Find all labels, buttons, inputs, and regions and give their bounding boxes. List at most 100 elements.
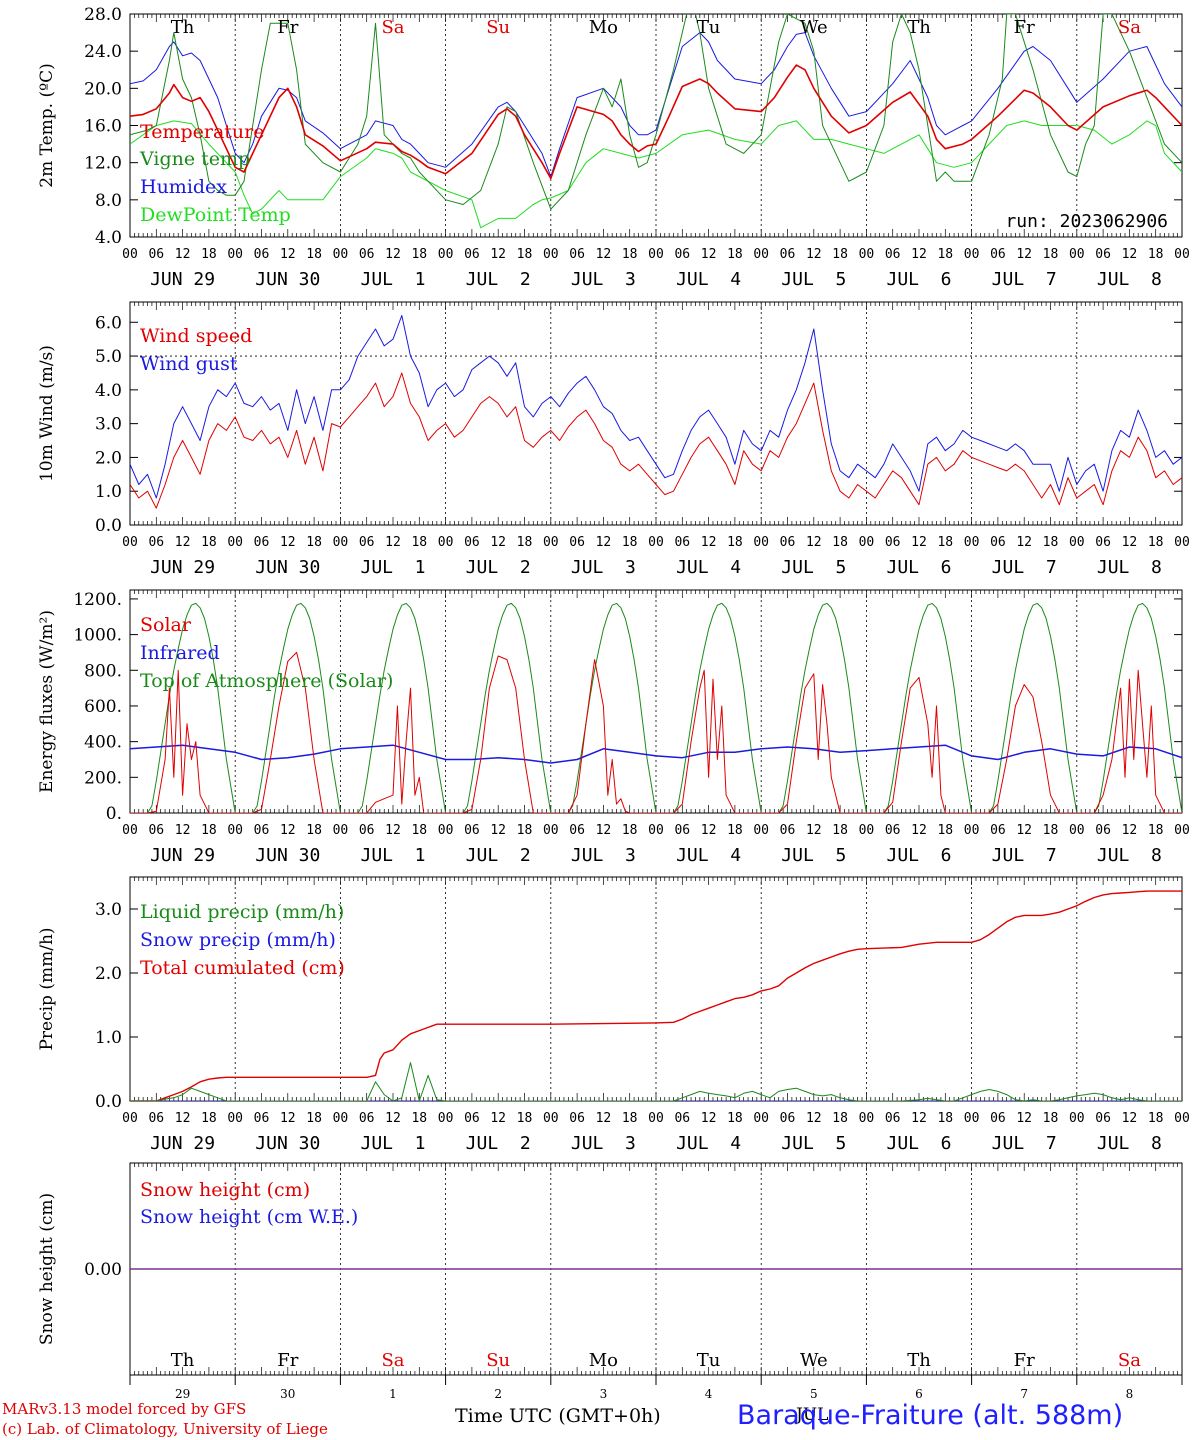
x-hour-label: 06 xyxy=(780,247,796,262)
x-hour-label: 12 xyxy=(1016,823,1032,838)
weekday-label: We xyxy=(800,1350,828,1371)
x-hour-label: 12 xyxy=(280,1111,296,1126)
series-group xyxy=(130,890,1182,1101)
y-tick-label: 24.0 xyxy=(84,42,122,62)
x-hour-label: 18 xyxy=(201,1111,217,1126)
x-hour-label: 18 xyxy=(517,1111,533,1126)
legend-entry: Snow precip (mm/h) xyxy=(140,929,336,951)
panel-snow: 0.00 Snow height (cm) Snow height (cm) Snow… xyxy=(37,1162,1183,1401)
x-hour-label: 12 xyxy=(175,535,191,550)
x-hour-label: 18 xyxy=(727,247,743,262)
y-axis-label: Precip (mm/h) xyxy=(37,927,57,1050)
x-hour-label: 00 xyxy=(1174,247,1190,262)
y-tick-label: 28.0 xyxy=(84,5,122,25)
x-hour-label: 06 xyxy=(148,1111,164,1126)
y-axis-label: 10m Wind (m/s) xyxy=(37,345,57,482)
x-hour-label: 12 xyxy=(911,247,927,262)
x-hour-label: 06 xyxy=(569,823,585,838)
weekday-label: Th xyxy=(907,1350,931,1371)
x-hour-label: 00 xyxy=(753,535,769,550)
weekday-label: Sa xyxy=(381,1350,404,1371)
x-hour-label: 00 xyxy=(333,823,349,838)
x-hour-label: 00 xyxy=(753,823,769,838)
x-hour-label: 06 xyxy=(359,247,375,262)
x-hour-label: 06 xyxy=(885,1111,901,1126)
x-hour-label: 06 xyxy=(1095,823,1111,838)
x-hour-label: 00 xyxy=(648,823,664,838)
weekday-label: Tu xyxy=(697,1350,721,1371)
x-hour-label: 18 xyxy=(517,247,533,262)
x-hour-label: 00 xyxy=(122,535,138,550)
x-hour-label: 12 xyxy=(596,247,612,262)
day-number-label: 7 xyxy=(1020,1387,1028,1401)
legend-entry: Top of Atmosphere (Solar) xyxy=(140,670,393,692)
x-date-label: JUL 7 xyxy=(992,845,1057,866)
x-hour-label: 12 xyxy=(911,1111,927,1126)
series-line xyxy=(130,602,1182,813)
x-hour-label: 06 xyxy=(1095,247,1111,262)
weekday-label: Th xyxy=(171,1350,195,1371)
x-date-label: JUL 5 xyxy=(781,557,846,578)
x-hour-label: 00 xyxy=(1174,535,1190,550)
y-tick-label: 12.0 xyxy=(84,154,122,174)
x-hour-label: 00 xyxy=(543,823,559,838)
x-date-label: JUL 4 xyxy=(676,557,741,578)
x-hour-label: 12 xyxy=(596,823,612,838)
weekday-label: Mo xyxy=(589,1350,618,1371)
x-hour-label: 18 xyxy=(832,823,848,838)
x-date-label: JUL 4 xyxy=(676,845,741,866)
day-number-label: 8 xyxy=(1126,1387,1134,1401)
x-date-label: JUN 30 xyxy=(255,845,320,866)
day-number-label: 3 xyxy=(600,1387,608,1401)
x-date-label: JUN 29 xyxy=(150,845,215,866)
x-hour-label: 06 xyxy=(885,535,901,550)
series-line xyxy=(130,64,1182,180)
x-hour-label: 12 xyxy=(1122,247,1138,262)
x-hour-label: 06 xyxy=(569,535,585,550)
x-hour-label: 18 xyxy=(1148,823,1164,838)
x-date-label: JUL 8 xyxy=(1097,845,1162,866)
x-hour-label: 18 xyxy=(937,1111,953,1126)
x-hour-label: 06 xyxy=(148,247,164,262)
x-hour-label: 00 xyxy=(333,247,349,262)
y-tick-label: 8.0 xyxy=(95,191,122,211)
x-hour-label: 12 xyxy=(490,1111,506,1126)
x-hour-label: 18 xyxy=(1043,1111,1059,1126)
x-hour-label: 06 xyxy=(990,535,1006,550)
x-date-label: JUL 6 xyxy=(886,269,951,290)
x-hour-label: 12 xyxy=(385,535,401,550)
x-hour-label: 12 xyxy=(806,535,822,550)
y-tick-label: 4.0 xyxy=(95,381,122,401)
x-hour-label: 00 xyxy=(648,247,664,262)
x-date-label: JUL 8 xyxy=(1097,557,1162,578)
x-hour-label: 06 xyxy=(569,1111,585,1126)
x-hour-label: 18 xyxy=(727,823,743,838)
x-hour-label: 00 xyxy=(333,535,349,550)
weekday-label: Sa xyxy=(381,17,404,38)
x-hour-label: 06 xyxy=(674,247,690,262)
y-tick-label: 1000. xyxy=(73,626,122,646)
legend-entry: Liquid precip (mm/h) xyxy=(140,901,344,923)
x-hour-label: 12 xyxy=(280,247,296,262)
x-hour-label: 12 xyxy=(701,247,717,262)
x-hour-label: 12 xyxy=(1016,535,1032,550)
x-date-label: JUL 1 xyxy=(360,845,425,866)
x-hour-label: 18 xyxy=(937,247,953,262)
y-axis-label: Snow height (cm) xyxy=(37,1193,57,1345)
legend-entry: Infrared xyxy=(140,642,220,664)
panel-precip: 0.0 1.0 2.0 3.0 Precip (mm/h) 00 06 12 18 00 06 12 1… xyxy=(37,876,1190,1154)
overlap-date-label: JUL xyxy=(794,1405,828,1425)
x-hour-label: 12 xyxy=(175,1111,191,1126)
series-line xyxy=(130,651,1182,813)
y-axis-label: 2m Temp. (ºC) xyxy=(37,63,57,188)
x-hour-label: 18 xyxy=(622,247,638,262)
x-hour-label: 00 xyxy=(438,823,454,838)
x-hour-label: 00 xyxy=(543,535,559,550)
x-hour-label: 00 xyxy=(333,1111,349,1126)
day-number-label: 2 xyxy=(494,1387,502,1401)
x-hour-label: 00 xyxy=(438,1111,454,1126)
x-date-label: JUL 7 xyxy=(992,269,1057,290)
y-tick-label: 5.0 xyxy=(95,347,122,367)
x-date-label: JUL 2 xyxy=(466,1133,531,1154)
